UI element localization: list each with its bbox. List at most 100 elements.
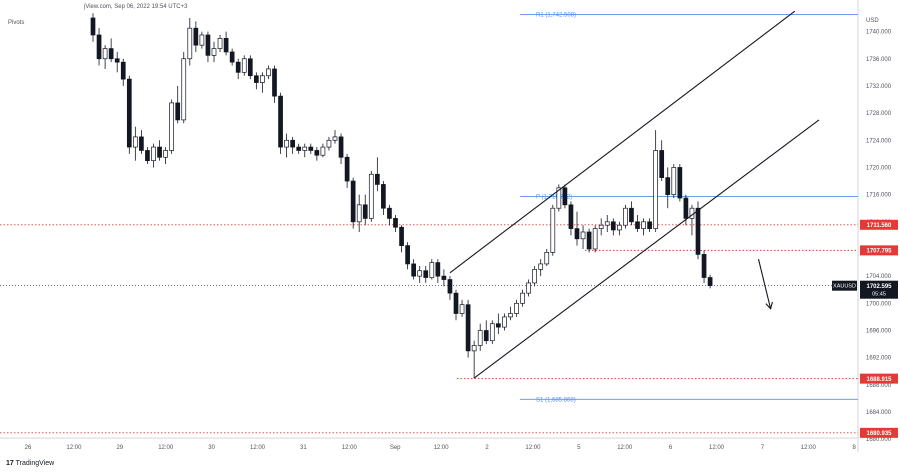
candle-body xyxy=(586,231,592,250)
candle-body xyxy=(381,184,386,209)
x-tick-label: 12:00 xyxy=(342,445,358,451)
candle-body xyxy=(477,330,483,346)
candle-body xyxy=(217,38,223,49)
candle-body xyxy=(520,292,525,304)
x-tick-label: 26 xyxy=(25,445,32,451)
candle-body xyxy=(108,48,114,60)
candle-body xyxy=(423,270,429,278)
candle-body xyxy=(526,282,531,294)
x-tick-label: 12:00 xyxy=(434,445,450,451)
candle-body xyxy=(610,221,616,231)
candle-body xyxy=(302,146,308,151)
candle-body xyxy=(157,146,162,158)
candle-body xyxy=(701,254,707,278)
x-tick-label: 29 xyxy=(116,445,123,451)
candle-body xyxy=(139,136,144,151)
candle-body xyxy=(417,270,423,277)
candlestick-series xyxy=(90,13,713,379)
candle-body xyxy=(235,61,241,73)
x-tick-label: 12:00 xyxy=(525,445,541,451)
candle-body xyxy=(435,262,441,277)
x-tick-label: 7 xyxy=(761,445,765,451)
pivot-label: P (1,715.712) xyxy=(536,195,572,201)
candle-body xyxy=(387,207,392,219)
x-tick-label: 2 xyxy=(485,445,489,451)
candle-body xyxy=(556,187,562,209)
candle-body xyxy=(483,330,489,342)
candle-body xyxy=(266,68,271,77)
x-tick-label: 30 xyxy=(208,445,215,451)
candle-body xyxy=(314,150,320,156)
candle-body xyxy=(399,226,404,246)
candle-body xyxy=(544,252,550,265)
candle-body xyxy=(604,221,610,226)
candle-body xyxy=(308,146,314,151)
candle-body xyxy=(598,224,604,229)
candle-body xyxy=(574,228,580,240)
candle-body xyxy=(695,207,701,255)
y-tick-label: 1692.000 xyxy=(866,356,892,362)
candle-body xyxy=(356,204,362,223)
candle-body xyxy=(471,345,477,352)
candle-body xyxy=(665,177,671,195)
level-price-tag xyxy=(860,427,898,438)
candle-body xyxy=(653,150,659,229)
level-price-label: 1711.560 xyxy=(867,223,892,229)
candle-body xyxy=(514,302,519,314)
candle-body xyxy=(350,180,356,223)
candle-body xyxy=(447,279,453,294)
candle-body xyxy=(169,102,174,151)
candle-body xyxy=(175,102,181,121)
candle-body xyxy=(489,323,495,342)
candle-body xyxy=(677,167,683,199)
y-tick-label: 1684.000 xyxy=(866,410,892,416)
candle-body xyxy=(562,187,568,206)
candle-body xyxy=(453,292,459,314)
chart-source-text: jView.com, Sep 06, 2022 19:54 UTC+3 xyxy=(84,4,188,10)
channel-line xyxy=(449,10,796,274)
candle-body xyxy=(199,34,205,46)
candle-body xyxy=(368,173,374,219)
candle-body xyxy=(126,78,132,148)
x-tick-label: 12:00 xyxy=(617,445,633,451)
candle-body xyxy=(616,224,622,231)
candle-body xyxy=(133,136,138,148)
candle-body xyxy=(278,95,283,148)
candle-body xyxy=(502,316,507,328)
candle-body xyxy=(272,68,277,97)
y-tick-label: 1716.000 xyxy=(866,193,892,199)
chart-grid xyxy=(0,0,859,452)
pivot-label: S1 (1,685.868) xyxy=(536,397,576,403)
candle-body xyxy=(623,207,628,226)
x-tick-label: 31 xyxy=(300,445,307,451)
time-axis[interactable]: 26 12:00 29 12:00 30 12:00 31 12:00 Sep 12:00 2 12:… xyxy=(25,445,857,451)
candle-body xyxy=(290,139,295,148)
candle-body xyxy=(247,58,253,77)
candle-body xyxy=(538,263,544,270)
candle-body xyxy=(120,61,126,80)
y-tick-label: 1696.000 xyxy=(866,329,892,335)
x-tick-label: 8 xyxy=(853,445,857,451)
brand-label: TradingView xyxy=(15,460,55,467)
candle-body xyxy=(550,207,556,253)
candle-body xyxy=(671,167,677,195)
candle-body xyxy=(338,136,344,158)
brand-logo: 17 TradingView xyxy=(6,460,54,467)
candle-body xyxy=(114,58,120,63)
candle-body xyxy=(223,38,229,53)
indicator-name[interactable]: Pivots xyxy=(8,20,25,26)
countdown-label: 05:45 xyxy=(872,292,886,298)
y-tick-label: 1740.000 xyxy=(866,30,892,36)
y-tick-label: 1680.000 xyxy=(866,437,892,443)
candle-body xyxy=(707,277,713,287)
price-axis[interactable]: USD 1740.000 1736.000 1732.000 1728.000 1724.… xyxy=(832,18,898,443)
candle-body xyxy=(193,27,199,46)
y-tick-label: 1688.000 xyxy=(866,383,892,389)
candle-body xyxy=(496,323,501,328)
level-price-label: 1680.935 xyxy=(866,431,892,437)
candle-body xyxy=(532,269,538,284)
candle-body xyxy=(326,139,332,148)
candle-body xyxy=(187,27,193,60)
candle-body xyxy=(205,34,211,56)
